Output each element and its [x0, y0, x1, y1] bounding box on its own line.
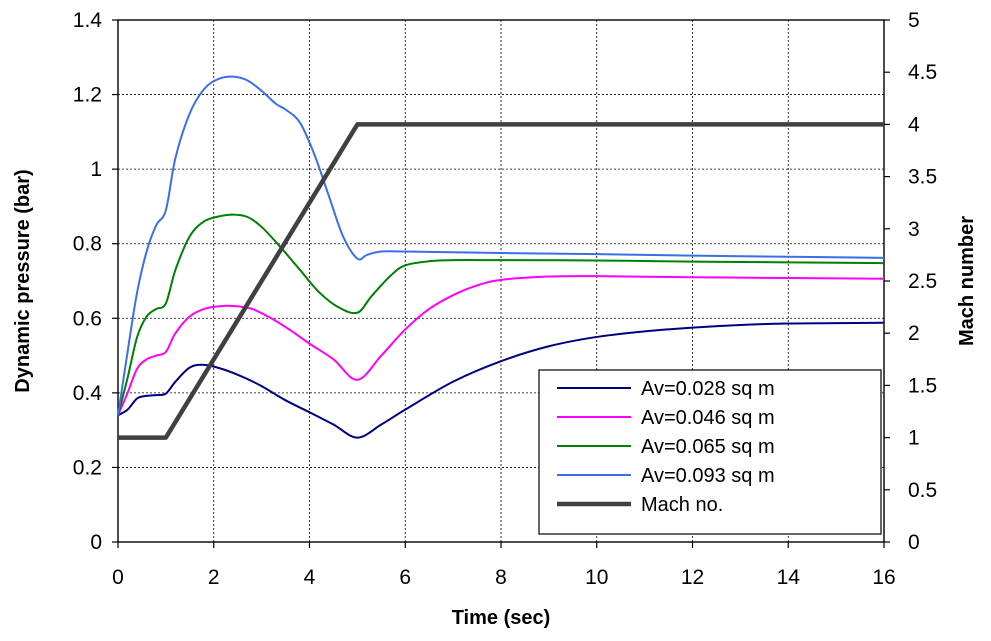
x-tick-label: 14	[777, 566, 801, 589]
x-tick-label: 10	[585, 566, 608, 589]
y2-axis-title: Mach number	[956, 216, 978, 346]
x-tick-label: 16	[872, 566, 895, 589]
series-line-3	[117, 213, 885, 416]
y2-tick-label: 3	[908, 218, 920, 241]
x-tick-label: 8	[495, 566, 507, 589]
y2-tick-label: 0.5	[908, 479, 937, 502]
series-layer	[117, 75, 885, 440]
legend-label-3: Av=0.065 sq m	[641, 436, 775, 458]
x-tick-label: 0	[112, 566, 124, 589]
series-line-1	[117, 321, 885, 439]
y-tick-label: 0.2	[73, 456, 102, 479]
y-tick-label: 1	[90, 158, 102, 181]
x-tick-label: 6	[399, 566, 411, 589]
y-tick-label: 0.4	[73, 382, 103, 405]
x-axis-title: Time (sec)	[452, 607, 551, 629]
y2-tick-label: 3.5	[908, 166, 937, 189]
x-tick-label: 4	[304, 566, 316, 589]
y-tick-label: 1.4	[73, 9, 103, 32]
legend: Av=0.028 sq m Av=0.046 sq m Av=0.065 sq m A…	[538, 369, 882, 535]
legend-label-2: Av=0.046 sq m	[641, 407, 775, 429]
series-line-2	[117, 275, 885, 416]
legend-label-5: Mach no.	[641, 494, 723, 516]
y-tick-label: 0.6	[73, 307, 102, 330]
y2-tick-label: 1	[908, 427, 920, 450]
y-tick-label: 0	[90, 531, 102, 554]
y2-tick-label: 2	[908, 322, 920, 345]
x-tick-label: 12	[681, 566, 704, 589]
series-line-4	[117, 75, 885, 416]
x-tick-label: 2	[208, 566, 220, 589]
y-tick-label: 0.8	[73, 233, 102, 256]
series-line-5	[118, 122, 884, 440]
y2-tick-label: 1.5	[908, 374, 937, 397]
y2-tick-label: 4	[908, 113, 920, 136]
legend-label-1: Av=0.028 sq m	[641, 378, 775, 400]
legend-label-4: Av=0.093 sq m	[641, 465, 775, 487]
y-axis-title: Dynamic pressure (bar)	[12, 169, 34, 392]
legend-items: Av=0.028 sq m Av=0.046 sq m Av=0.065 sq m A…	[557, 378, 775, 516]
y2-tick-label: 2.5	[908, 270, 937, 293]
y2-tick-label: 5	[908, 9, 920, 32]
legend-box	[538, 369, 882, 535]
y-tick-label: 1.2	[73, 84, 102, 107]
tick-layer: 0 2 4 6 8 10 12 14 16 0 0.2 0.4 0.6 0.8 1 1.2 1.4 0 0.5 1 1.…	[73, 9, 937, 589]
y2-tick-label: 0	[908, 531, 920, 554]
y2-tick-label: 4.5	[908, 61, 937, 84]
